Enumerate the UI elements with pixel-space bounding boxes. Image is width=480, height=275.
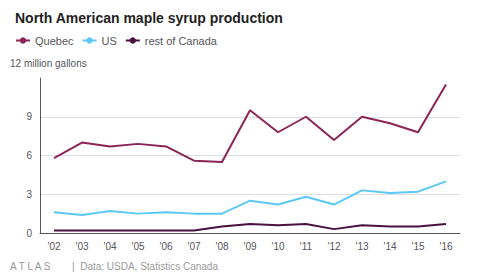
svg-text:'04: '04 [103,241,116,252]
svg-text:0: 0 [26,228,32,239]
svg-text:'16: '16 [439,241,452,252]
svg-text:12 million gallons: 12 million gallons [10,58,87,69]
svg-text:Quebec: Quebec [35,35,74,47]
svg-text:'14: '14 [383,241,396,252]
svg-text:'03: '03 [75,241,88,252]
svg-text:'08: '08 [215,241,228,252]
svg-text:A T L A S: A T L A S [10,261,51,272]
svg-text:'11: '11 [300,241,313,252]
svg-text:| Data: USDA, Statistics Cana: | Data: USDA, Statistics Canada [72,261,218,272]
svg-text:3: 3 [26,189,32,200]
svg-text:9: 9 [26,111,32,122]
svg-text:'02: '02 [47,241,60,252]
svg-text:'09: '09 [243,241,256,252]
svg-text:6: 6 [26,150,32,161]
svg-text:'07: '07 [187,241,200,252]
svg-text:'05: '05 [131,241,144,252]
svg-text:'06: '06 [159,241,172,252]
svg-text:US: US [102,35,117,47]
svg-text:'10: '10 [271,241,284,252]
svg-text:rest of Canada: rest of Canada [145,35,218,47]
svg-text:North American maple syrup pro: North American maple syrup production [15,10,283,26]
svg-text:'12: '12 [327,241,340,252]
svg-text:'15: '15 [411,241,424,252]
svg-text:'13: '13 [355,241,368,252]
